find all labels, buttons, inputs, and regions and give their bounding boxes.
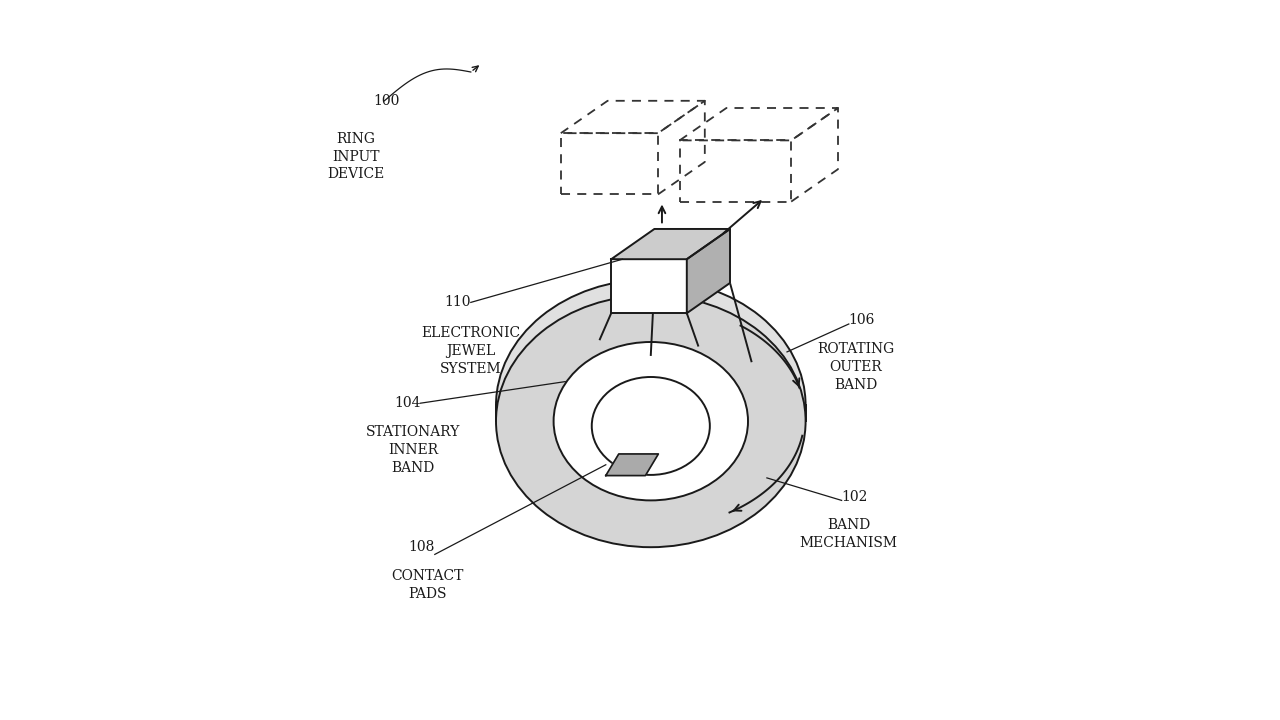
Text: BAND
MECHANISM: BAND MECHANISM	[800, 518, 897, 550]
Text: 106: 106	[849, 313, 876, 328]
Ellipse shape	[553, 326, 748, 485]
Ellipse shape	[497, 295, 805, 547]
Polygon shape	[612, 229, 730, 259]
Ellipse shape	[591, 364, 710, 462]
Text: 110: 110	[444, 295, 471, 310]
Text: ROTATING
OUTER
BAND: ROTATING OUTER BAND	[818, 342, 895, 392]
Bar	[612, 259, 687, 313]
Text: 102: 102	[842, 490, 868, 504]
Text: RING
INPUT
DEVICE: RING INPUT DEVICE	[326, 132, 384, 181]
Polygon shape	[605, 454, 658, 476]
Bar	[680, 140, 791, 202]
Text: STATIONARY
INNER
BAND: STATIONARY INNER BAND	[366, 425, 461, 474]
Ellipse shape	[497, 279, 805, 531]
Text: 108: 108	[408, 540, 435, 554]
Text: 100: 100	[374, 94, 399, 108]
Bar	[561, 133, 658, 194]
Text: CONTACT
PADS: CONTACT PADS	[392, 569, 463, 600]
Polygon shape	[687, 229, 730, 313]
Ellipse shape	[591, 377, 710, 475]
Text: 104: 104	[394, 396, 420, 410]
Text: ELECTRONIC
JEWEL
SYSTEM: ELECTRONIC JEWEL SYSTEM	[421, 326, 521, 376]
Ellipse shape	[553, 342, 748, 500]
